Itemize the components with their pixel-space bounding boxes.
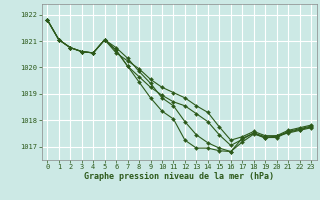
X-axis label: Graphe pression niveau de la mer (hPa): Graphe pression niveau de la mer (hPa): [84, 172, 274, 181]
